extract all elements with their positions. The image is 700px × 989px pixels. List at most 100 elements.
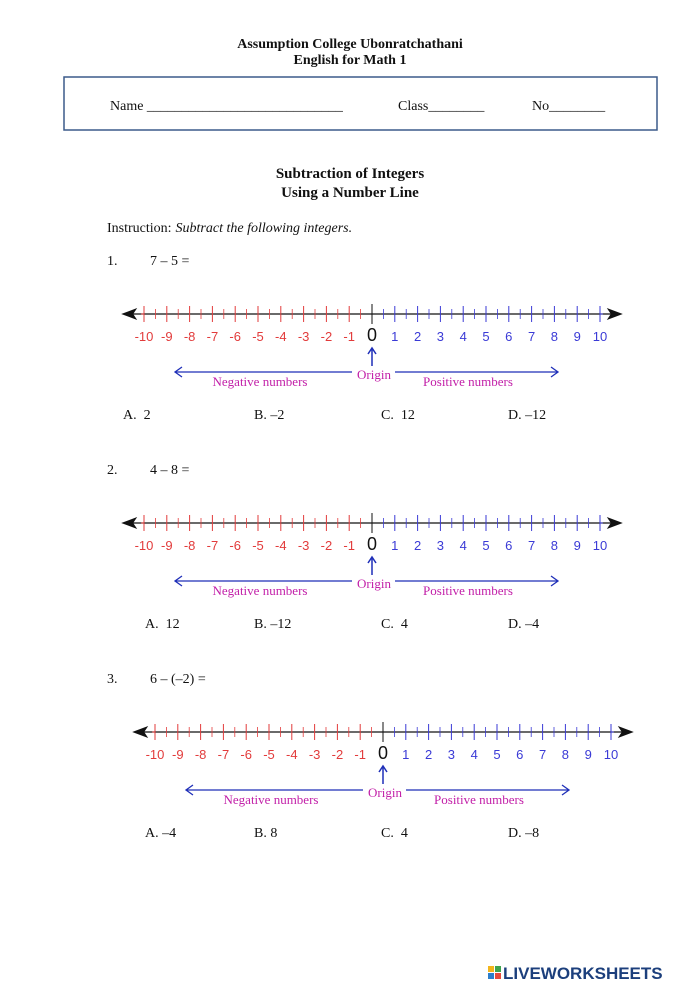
info-box: [63, 76, 658, 131]
positive-arrow: [395, 575, 560, 587]
option[interactable]: D. –4: [508, 617, 539, 632]
option[interactable]: D. –12: [508, 408, 546, 423]
number-label: -4: [275, 329, 287, 344]
number-line: -10 -9 -8 -7 -6 -5 -4 -3 -2 -1 0 1 2 3 4 5 6 7 8 9 10OriginN…: [121, 304, 623, 389]
option[interactable]: D. –8: [508, 826, 539, 841]
number-label: 8: [551, 538, 558, 553]
number-label: 2: [414, 329, 421, 344]
number-label: 1: [391, 538, 398, 553]
number-label: 5: [482, 538, 489, 553]
number-label: 7: [528, 329, 535, 344]
origin-label: Origin: [357, 367, 391, 382]
origin-label: Origin: [357, 576, 391, 591]
number-label: -5: [252, 538, 264, 553]
number-label: 10: [593, 329, 607, 344]
number-label: -3: [298, 329, 310, 344]
arrowhead: [617, 726, 634, 738]
instruction-label: Instruction:: [107, 221, 172, 236]
option[interactable]: B. 8: [254, 826, 277, 841]
school: Assumption College Ubonratchathani: [237, 37, 463, 52]
number-label: -5: [252, 329, 264, 344]
arrowhead: [132, 726, 149, 738]
number-label: -8: [184, 538, 196, 553]
number-label: 4: [460, 538, 467, 553]
option[interactable]: A. 2: [123, 408, 151, 423]
origin-arrow: [367, 555, 377, 575]
negative-arrow: [173, 366, 352, 378]
number-label: -7: [218, 747, 230, 762]
number-label: 1: [391, 329, 398, 344]
option[interactable]: C. 12: [381, 408, 415, 423]
subtitle: Using a Number Line: [281, 185, 419, 201]
number-label: -7: [207, 329, 219, 344]
number-label: -6: [240, 747, 252, 762]
number-label: -1: [343, 538, 355, 553]
brand: LIVEWORKSHEETS: [503, 964, 663, 983]
number-label: -2: [321, 329, 333, 344]
arrowhead: [121, 308, 138, 320]
option[interactable]: A. 12: [145, 617, 180, 632]
option[interactable]: C. 4: [381, 826, 408, 841]
number-label: -9: [161, 329, 173, 344]
number-label: 1: [402, 747, 409, 762]
origin-arrow: [378, 764, 388, 784]
number-label: 9: [585, 747, 592, 762]
number-label: -9: [172, 747, 184, 762]
name-field: Name ____________________________: [110, 99, 344, 114]
no-field: No________: [532, 99, 606, 114]
number-label: -3: [298, 538, 310, 553]
number-label: 3: [437, 538, 444, 553]
number-label: -4: [275, 538, 287, 553]
expression: 6 – (–2) =: [150, 672, 206, 687]
number-label: -1: [354, 747, 366, 762]
number-label: -9: [161, 538, 173, 553]
negative-label: Negative numbers: [213, 583, 308, 598]
number-label: 9: [574, 538, 581, 553]
expression: 4 – 8 =: [150, 463, 190, 478]
number-label: 3: [437, 329, 444, 344]
number-label: 6: [505, 538, 512, 553]
class-field: Class________: [398, 99, 485, 114]
number-label: 5: [493, 747, 500, 762]
number-label: 0: [367, 534, 377, 554]
number-label: 9: [574, 329, 581, 344]
positive-label: Positive numbers: [434, 792, 524, 807]
positive-arrow: [406, 784, 571, 796]
arrowhead: [606, 517, 623, 529]
option[interactable]: B. –12: [254, 617, 291, 632]
origin-arrow: [367, 346, 377, 366]
number-line: -10 -9 -8 -7 -6 -5 -4 -3 -2 -1 0 1 2 3 4 5 6 7 8 9 10OriginN…: [132, 722, 634, 807]
number-label: -8: [195, 747, 207, 762]
number-label: -10: [135, 538, 154, 553]
option[interactable]: C. 4: [381, 617, 408, 632]
question-number: 1.: [107, 254, 118, 269]
number-label: -5: [263, 747, 275, 762]
instruction: Instruction: Subtract the following integ…: [107, 221, 352, 236]
expression: 7 – 5 =: [150, 254, 190, 269]
number-label: 6: [516, 747, 523, 762]
instruction-text: Subtract the following integers.: [176, 221, 353, 236]
number-label: -1: [343, 329, 355, 344]
arrowhead: [606, 308, 623, 320]
number-label: 10: [593, 538, 607, 553]
number-label: 6: [505, 329, 512, 344]
number-label: -8: [184, 329, 196, 344]
arrowhead: [121, 517, 138, 529]
number-label: 2: [425, 747, 432, 762]
positive-arrow: [395, 366, 560, 378]
number-label: -10: [146, 747, 165, 762]
course: English for Math 1: [294, 53, 407, 68]
number-label: 7: [528, 538, 535, 553]
number-label: 7: [539, 747, 546, 762]
number-label: -2: [321, 538, 333, 553]
number-label: 3: [448, 747, 455, 762]
option[interactable]: A. –4: [145, 826, 176, 841]
negative-label: Negative numbers: [213, 374, 308, 389]
number-line: -10 -9 -8 -7 -6 -5 -4 -3 -2 -1 0 1 2 3 4 5 6 7 8 9 10OriginN…: [121, 513, 623, 598]
option[interactable]: B. –2: [254, 408, 284, 423]
brand-logo: LIVEWORKSHEETS: [488, 964, 663, 983]
positive-label: Positive numbers: [423, 583, 513, 598]
number-label: 5: [482, 329, 489, 344]
number-label: 8: [551, 329, 558, 344]
